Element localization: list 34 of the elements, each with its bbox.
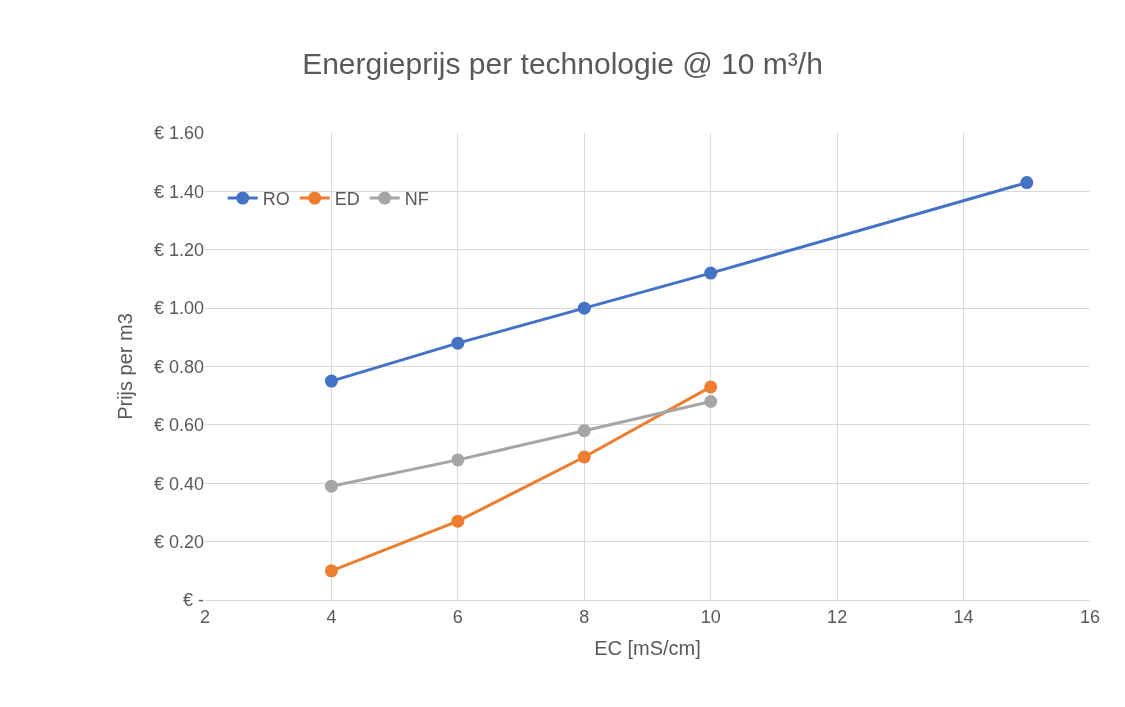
legend-label: NF: [404, 189, 429, 210]
x-tick-label: 10: [700, 606, 721, 627]
chart-title: Energieprijs per technologie @ 10 m³/h: [302, 47, 823, 81]
point: [451, 514, 465, 528]
point: [704, 380, 718, 394]
y-tick-label: € 1.40: [153, 181, 204, 202]
point: [324, 374, 338, 388]
y-tick-label: € 0.80: [153, 356, 204, 377]
legend-label: RO: [262, 189, 290, 210]
x-axis-title: EC [mS/cm]: [594, 637, 701, 660]
y-tick-label: € 1.00: [153, 298, 204, 319]
x-tick-label: 14: [953, 606, 974, 627]
point: [577, 450, 591, 464]
y-axis-title: Prijs per m3: [114, 313, 137, 420]
point: [451, 336, 465, 350]
point: [324, 479, 338, 493]
point: [704, 266, 718, 280]
y-tick-label: € 0.20: [153, 531, 204, 552]
y-tick-label: € 1.60: [153, 123, 204, 144]
y-tick-label: € 1.20: [153, 240, 204, 261]
x-tick-label: 12: [827, 606, 848, 627]
point: [577, 424, 591, 438]
y-tick-label: € 0.60: [153, 415, 204, 436]
point: [704, 395, 718, 409]
x-tick-label: 6: [452, 606, 463, 627]
point: [1020, 176, 1034, 190]
point: [451, 453, 465, 467]
point: [324, 564, 338, 578]
x-tick-label: 4: [326, 606, 337, 627]
point: [577, 301, 591, 315]
legend-label: ED: [334, 189, 360, 210]
x-tick-label: 8: [579, 606, 590, 627]
y-tick-label: € 0.40: [153, 473, 204, 494]
x-tick-label: 16: [1079, 606, 1101, 627]
